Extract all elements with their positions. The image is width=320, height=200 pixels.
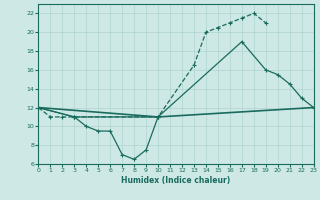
X-axis label: Humidex (Indice chaleur): Humidex (Indice chaleur) <box>121 176 231 185</box>
